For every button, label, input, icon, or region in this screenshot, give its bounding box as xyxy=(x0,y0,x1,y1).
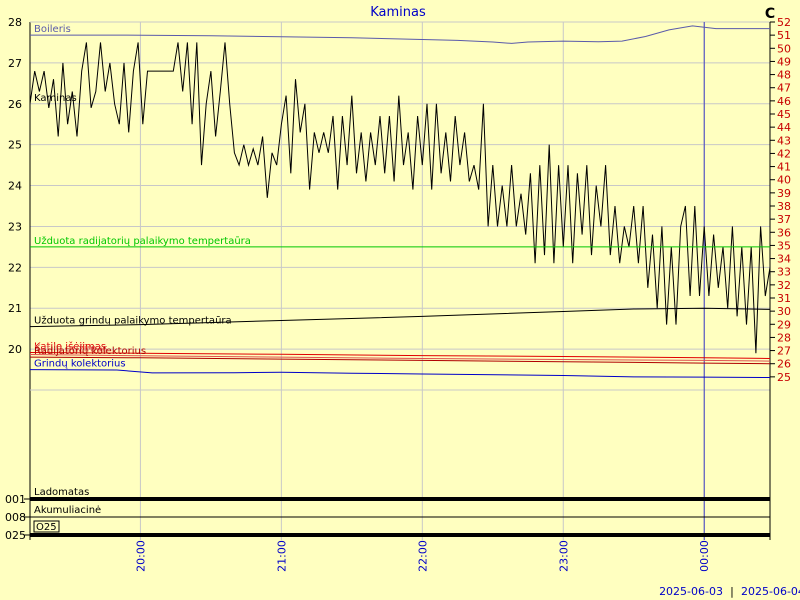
chart-title: Kaminas xyxy=(370,5,426,20)
x-tick-label: 22:00 xyxy=(416,540,429,572)
right-tick-label: 51 xyxy=(777,29,791,42)
right-tick-label: 31 xyxy=(777,292,791,305)
right-tick-label: 26 xyxy=(777,358,791,371)
series-label: Katilo išėjimas xyxy=(34,341,106,353)
right-tick-label: 44 xyxy=(777,121,791,134)
date-separator: | xyxy=(730,585,734,598)
right-tick-label: 30 xyxy=(777,305,791,318)
right-tick-label: 35 xyxy=(777,239,791,252)
series-label: Radijatorių kolektorius xyxy=(34,346,146,357)
state-row-bar xyxy=(30,516,770,518)
date-start: 2025-06-03 xyxy=(659,585,723,598)
series-line xyxy=(29,356,771,365)
state-row-bar xyxy=(30,497,770,501)
left-tick-label: 28 xyxy=(8,16,22,29)
right-tick-label: 25 xyxy=(777,371,791,384)
right-tick-label: 27 xyxy=(777,345,791,358)
right-axis-unit: C xyxy=(765,6,775,22)
series-line xyxy=(29,42,771,354)
right-tick-label: 52 xyxy=(777,16,791,29)
series-label: Užduota grindų palaikymo tempertaūra xyxy=(34,315,232,327)
series-label: Boileris xyxy=(34,24,71,35)
state-row-name: O25 xyxy=(36,522,57,533)
state-row-code: 025 xyxy=(5,529,26,542)
right-axis: 2526272829303132333435363738394041424344… xyxy=(770,16,791,384)
series-line xyxy=(29,307,771,328)
x-tick-label: 00:00 xyxy=(698,540,711,572)
left-tick-label: 24 xyxy=(8,180,22,193)
right-tick-label: 32 xyxy=(777,279,791,292)
right-tick-label: 38 xyxy=(777,200,791,213)
state-rows: 001 Ladomatas 008 Akumuliacinė 025 O25 xyxy=(5,487,770,542)
series-label: Užduota radijatorių palaikymo tempertaūr… xyxy=(34,235,251,247)
series-lines xyxy=(29,25,771,378)
left-tick-label: 27 xyxy=(8,57,22,70)
right-tick-label: 50 xyxy=(777,42,791,55)
series-label: Grindų kolektorius xyxy=(34,359,126,370)
series-line xyxy=(30,25,770,44)
right-tick-label: 29 xyxy=(777,318,791,331)
date-end: 2025-06-04 xyxy=(741,585,800,598)
right-tick-label: 42 xyxy=(777,147,791,160)
right-tick-label: 43 xyxy=(777,134,791,147)
state-row-bar xyxy=(30,533,770,537)
series-labels: Boileris Kaminas Užduota radijatorių palai… xyxy=(34,24,251,369)
left-axis: 20 21 22 23 24 25 26 27 28 xyxy=(8,16,22,356)
right-tick-label: 41 xyxy=(777,161,791,174)
series-line xyxy=(29,354,771,362)
left-tick-label: 20 xyxy=(8,343,22,356)
right-tick-label: 47 xyxy=(777,82,791,95)
left-tick-label: 21 xyxy=(8,302,22,315)
series-label: Kaminas xyxy=(34,93,77,104)
plot-frame xyxy=(29,21,771,540)
right-tick-label: 34 xyxy=(777,253,791,266)
left-tick-label: 22 xyxy=(8,261,22,274)
x-tick-label: 23:00 xyxy=(557,540,570,572)
right-tick-label: 40 xyxy=(777,174,791,187)
state-row-code: 008 xyxy=(5,511,26,524)
series-line xyxy=(29,352,771,359)
left-tick-label: 26 xyxy=(8,98,22,111)
right-tick-label: 48 xyxy=(777,69,791,82)
x-axis: 20:00 21:00 22:00 23:00 00:00 xyxy=(134,540,711,572)
right-tick-label: 39 xyxy=(777,187,791,200)
right-tick-label: 46 xyxy=(777,95,791,108)
right-tick-label: 45 xyxy=(777,108,791,121)
right-tick-label: 33 xyxy=(777,266,791,279)
right-tick-label: 49 xyxy=(777,55,791,68)
left-tick-label: 23 xyxy=(8,220,22,233)
state-row-name: Ladomatas xyxy=(34,487,89,498)
right-tick-label: 28 xyxy=(777,331,791,344)
series-line xyxy=(29,369,771,378)
right-tick-label: 36 xyxy=(777,226,791,239)
right-tick-label: 37 xyxy=(777,213,791,226)
left-tick-label: 25 xyxy=(8,139,22,152)
x-tick-label: 21:00 xyxy=(275,540,288,572)
state-row-box xyxy=(33,520,60,533)
state-row-name: Akumuliacinė xyxy=(34,505,101,516)
series-label: Katilo grįžimas xyxy=(34,343,108,355)
state-row-code: 001 xyxy=(5,493,26,506)
x-tick-label: 20:00 xyxy=(134,540,147,572)
